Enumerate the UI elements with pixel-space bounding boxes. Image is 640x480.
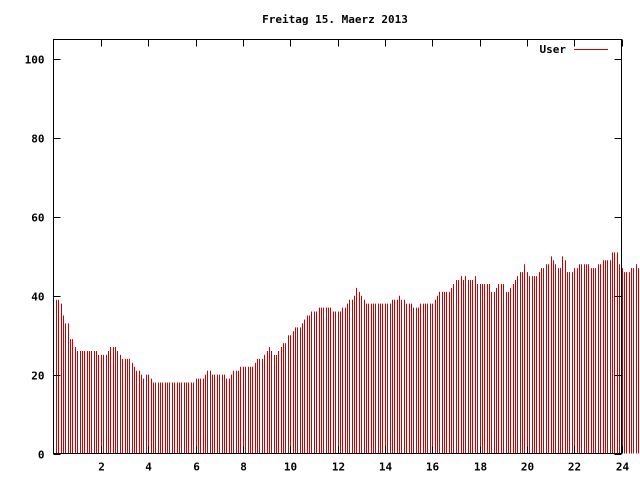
x-tick-label: 24 [616, 461, 630, 474]
y-tick-label: 40 [31, 291, 44, 304]
y-tick-label: 0 [38, 449, 45, 462]
y-tick-label: 20 [31, 370, 44, 383]
x-tick-label: 2 [98, 461, 105, 474]
x-tick-label: 18 [474, 461, 487, 474]
legend-label: User [540, 43, 567, 56]
y-tick-label: 80 [31, 133, 44, 146]
y-tick-label: 100 [25, 54, 45, 67]
x-tick-label: 20 [521, 461, 534, 474]
plot-frame [53, 39, 622, 454]
legend: User [540, 43, 608, 56]
x-tick-label: 6 [193, 461, 200, 474]
x-tick-label: 16 [426, 461, 440, 474]
x-tick-label: 12 [332, 461, 345, 474]
bars-group [56, 252, 639, 454]
x-tick-label: 10 [284, 461, 297, 474]
x-tick-label: 22 [568, 461, 581, 474]
x-tick-label: 14 [379, 461, 393, 474]
x-tick-label: 8 [240, 461, 247, 474]
x-tick-label: 4 [145, 461, 152, 474]
y-tick-label: 60 [31, 212, 44, 225]
chart-title: Freitag 15. Maerz 2013 [262, 13, 408, 26]
